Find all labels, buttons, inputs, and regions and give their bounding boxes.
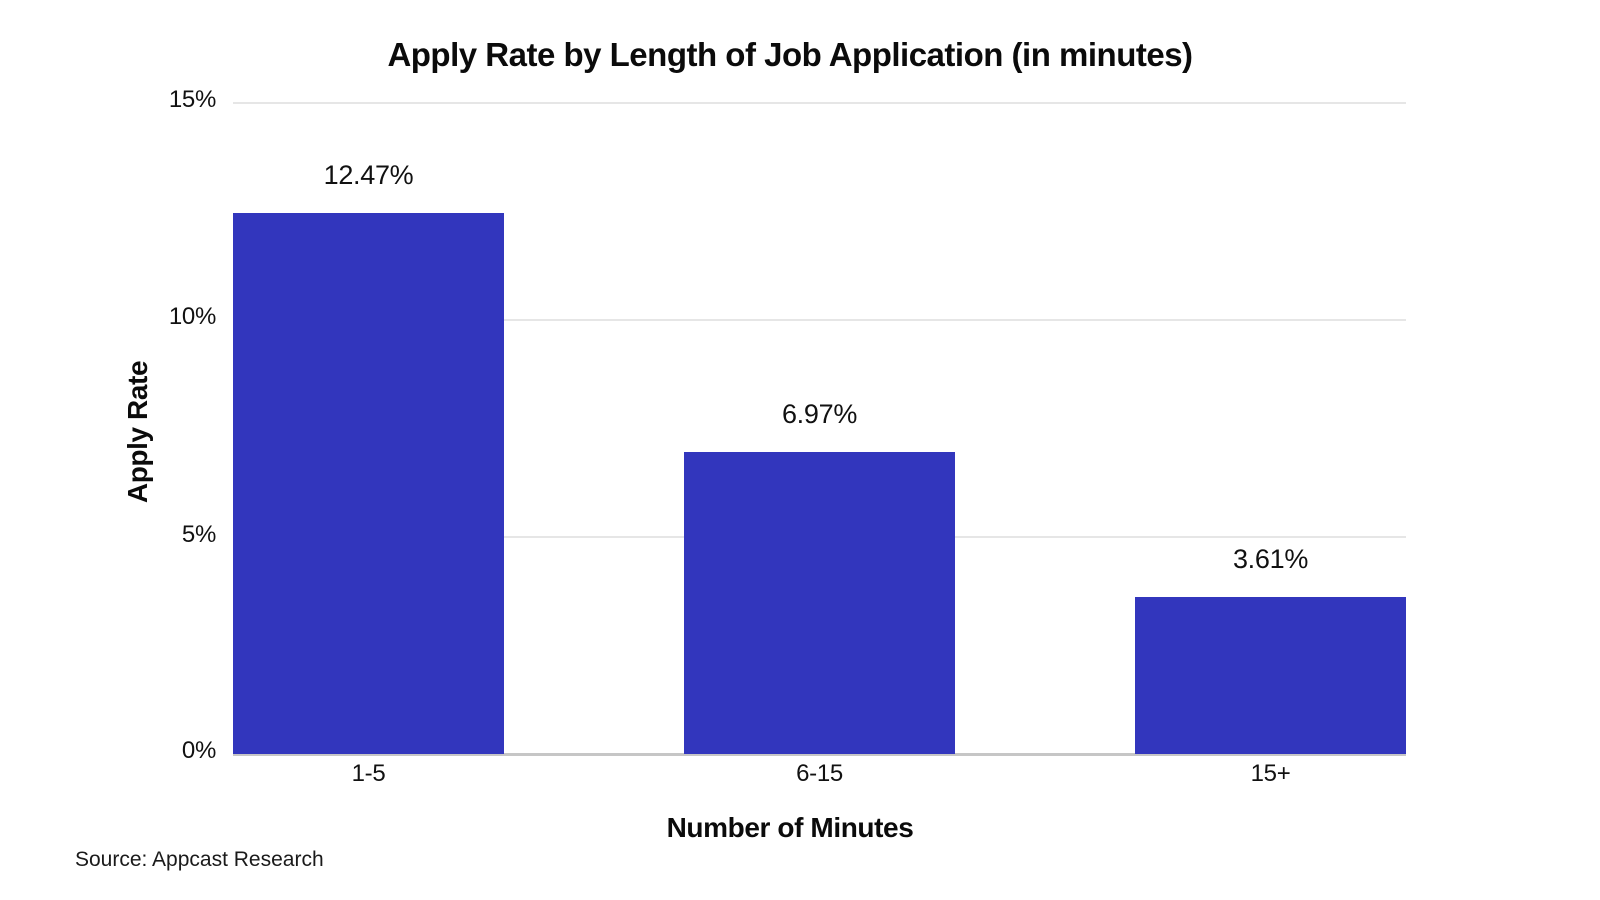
bar-value-label: 3.61% [1232, 544, 1309, 575]
chart-title: Apply Rate by Length of Job Application … [387, 36, 1193, 73]
source-note: Source: Appcast Research [75, 848, 324, 871]
bar-value-label: 6.97% [781, 398, 858, 429]
y-tick-10: 10% [168, 303, 216, 330]
x-tick-1-5: 1-5 [351, 760, 386, 787]
y-tick-0: 0% [181, 737, 216, 764]
x-tick-15-plus: 15+ [1250, 760, 1291, 787]
x-axis-ticks: 1-5 6-15 15+ [233, 760, 1406, 788]
bar-1-5 [233, 212, 504, 754]
bar-group-6-15: 6.97% [684, 103, 955, 754]
gridline-15pct [233, 102, 1406, 104]
bar-value-label: 12.47% [323, 159, 414, 190]
y-tick-15: 15% [168, 86, 216, 113]
y-axis-title: Apply Rate [122, 360, 153, 504]
x-tick-6-15: 6-15 [796, 760, 843, 787]
plot-area: 12.47% 6.97% 3.61% [233, 102, 1406, 756]
bar-6-15 [684, 451, 955, 754]
gridline-10pct [233, 319, 1406, 321]
bar-group-1-5: 12.47% [233, 103, 504, 754]
bar-15-plus [1135, 597, 1406, 754]
y-tick-5: 5% [181, 521, 216, 548]
bar-series: 12.47% 6.97% 3.61% [233, 103, 1406, 754]
x-axis-title: Number of Minutes [666, 812, 914, 843]
x-axis-baseline [233, 753, 1406, 756]
bar-group-15-plus: 3.61% [1135, 103, 1406, 754]
